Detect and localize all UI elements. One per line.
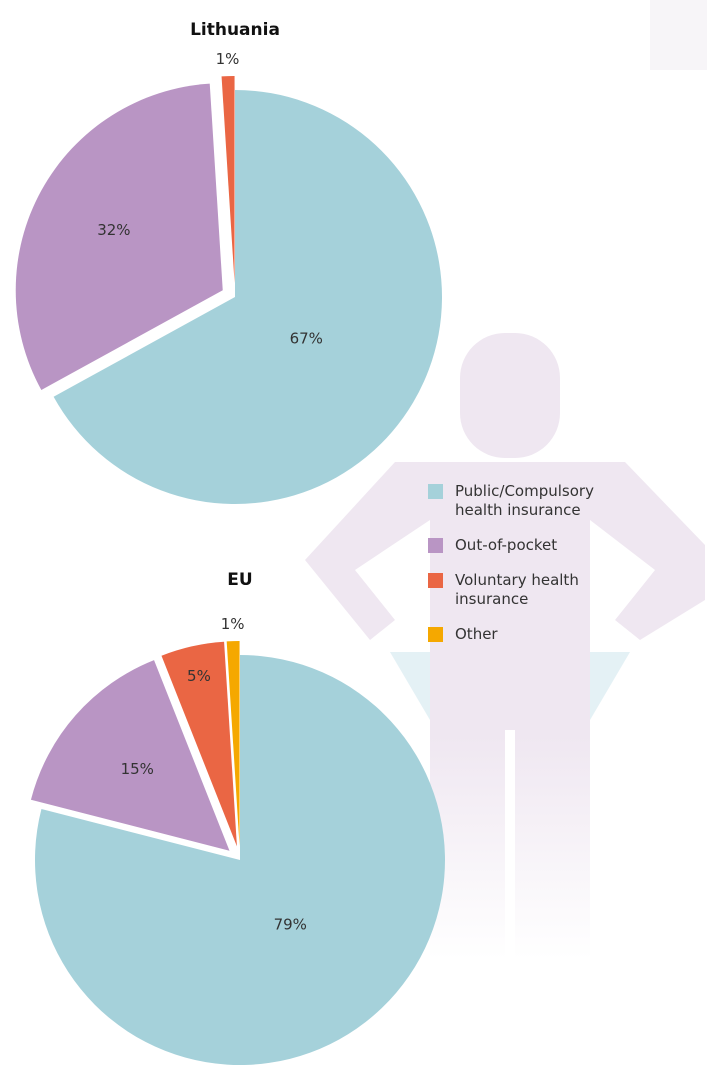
pie-slice: [161, 641, 237, 847]
legend-item: Other: [428, 625, 598, 644]
legend-item: Out-of-pocket: [428, 536, 598, 555]
legend-swatch: [428, 538, 443, 553]
legend-item: Public/Compulsory health insurance: [428, 482, 598, 520]
legend-label: Public/Compulsory health insurance: [455, 482, 594, 519]
legend-item: Voluntary health insurance: [428, 571, 598, 609]
data-label: 67%: [290, 330, 323, 348]
pie-slice: [30, 660, 230, 851]
legend-swatch: [428, 573, 443, 588]
pie-slice: [15, 83, 223, 390]
legend: Public/Compulsory health insurance Out-of…: [428, 482, 598, 660]
chart-title: Lithuania: [190, 20, 280, 40]
data-label: 32%: [97, 221, 130, 239]
legend-label: Out-of-pocket: [455, 536, 558, 554]
pie-slice: [35, 655, 445, 1065]
legend-swatch: [428, 484, 443, 499]
legend-label: Other: [455, 625, 498, 643]
data-label: 79%: [274, 915, 307, 933]
data-label: 5%: [187, 667, 211, 685]
figure-silhouette: [305, 0, 707, 960]
data-label: 1%: [221, 615, 245, 633]
data-label: 1%: [216, 50, 240, 68]
chart-title: EU: [227, 570, 252, 590]
pie-slice: [53, 90, 442, 504]
data-label: 15%: [121, 760, 154, 778]
pie-slice: [226, 641, 240, 847]
legend-swatch: [428, 627, 443, 642]
legend-label: Voluntary health insurance: [455, 571, 579, 608]
pie-slice: [221, 76, 235, 284]
